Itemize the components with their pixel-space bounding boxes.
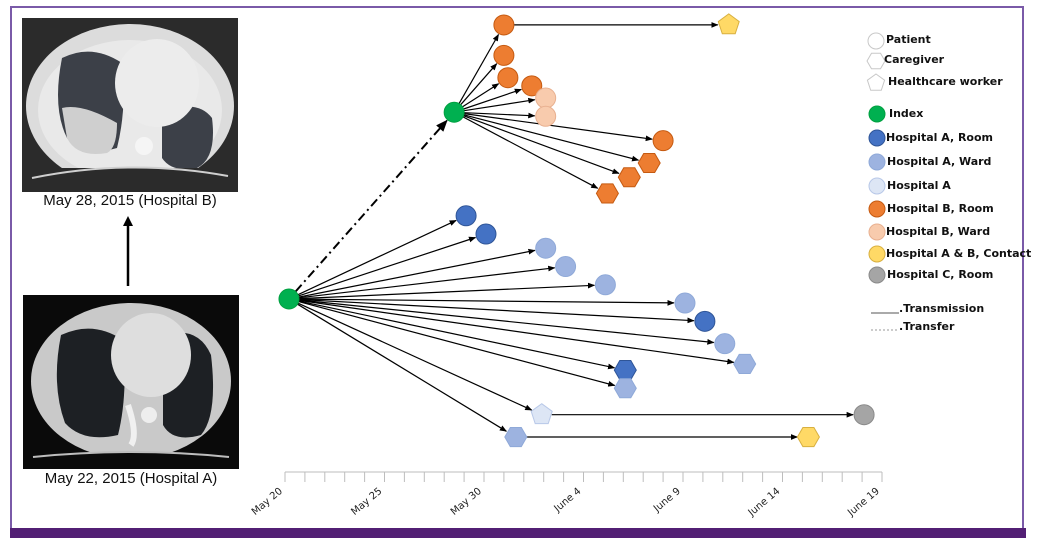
legend-ab-contact-icon [868, 245, 886, 263]
transmission-edge [460, 63, 498, 106]
transmission-edge [462, 83, 500, 108]
node-b-ward-circle [535, 87, 557, 109]
node-ab-contact-pentagon [717, 13, 740, 35]
legend-label-hospital-c-room: Hospital C, Room [887, 268, 994, 281]
transmission-edge [463, 114, 640, 162]
ct-image-hospital-b [22, 18, 238, 192]
ct-caption-hospital-a: May 22, 2015 (Hospital A) [44, 470, 218, 487]
legend-pentagon-icon [866, 73, 886, 91]
legend-label-caregiver: Caregiver [884, 53, 945, 66]
progression-arrow [123, 216, 133, 286]
node-a-ward-hexagon [733, 353, 757, 374]
figure-frame [10, 6, 1024, 528]
node-a-ward-circle [535, 237, 557, 259]
node-b-room-hexagon [617, 167, 641, 188]
legend-a-ward-icon [868, 153, 886, 171]
transmission-edge [298, 248, 536, 298]
legend-b-ward-icon [868, 223, 886, 241]
legend-index-icon [868, 105, 886, 123]
legend-label-hospital-ab-contact: Hospital A & B, Contact [886, 247, 1032, 260]
transmission-edge [298, 265, 556, 299]
transmission-edge [298, 298, 675, 306]
transmission-edge [298, 282, 596, 300]
node-a-ward-circle [555, 256, 577, 278]
node-a-ward-circle [674, 292, 696, 314]
node-a-pentagon [530, 403, 553, 425]
transmission-edge [464, 112, 536, 119]
axis-tick-label: June 19 [845, 486, 882, 519]
node-c-room-circle [853, 404, 875, 426]
axis-tick-label: June 14 [746, 486, 783, 519]
node-ab-contact-hexagon [796, 427, 820, 448]
transmission-edge [463, 115, 620, 174]
transmission-edge [297, 302, 533, 411]
node-b-room-circle [652, 130, 674, 152]
transmission-edge [298, 299, 735, 365]
node-b-room-circle [493, 14, 515, 36]
node-b-room-circle [497, 67, 519, 89]
legend-label-index: Index [889, 107, 924, 120]
transfer-edge [294, 119, 448, 293]
legend-circle-icon [867, 32, 885, 50]
transmission-edge [464, 113, 653, 142]
legend-hexagon-icon [866, 52, 886, 70]
legend-label-transmission: .Transmission [899, 302, 985, 315]
transmission-edge [463, 97, 536, 112]
transmission-edge [297, 219, 457, 296]
node-b-room-circle [521, 75, 543, 97]
legend-label-hospital-a-ward: Hospital A, Ward [887, 155, 992, 168]
transmission-edge [298, 301, 616, 387]
legend-label-hospital-b-room: Hospital B, Room [887, 202, 994, 215]
transmission-edge [298, 236, 477, 297]
node-b-room-hexagon [595, 183, 619, 204]
axis-tick-label: June 4 [552, 486, 584, 515]
node-index-circle [278, 288, 300, 310]
legend-label-hospital-b-ward: Hospital B, Ward [886, 225, 991, 238]
legend-label-hospital-a-room: Hospital A, Room [886, 131, 994, 144]
legend-label-transfer: .Transfer [899, 320, 955, 333]
node-a-room-circle [475, 223, 497, 245]
legend-label-healthcare-worker: Healthcare worker [888, 75, 1003, 88]
node-b-room-circle [493, 44, 515, 66]
legend-b-room-icon [868, 200, 886, 218]
axis-tick-label: May 30 [449, 486, 484, 518]
node-b-ward-circle [535, 105, 557, 127]
transmission-edge [458, 33, 500, 104]
transmission-edge [297, 303, 508, 432]
transmission-edge [298, 298, 695, 324]
legend-a-icon [868, 177, 886, 195]
axis-tick-label: May 20 [250, 486, 285, 518]
ct-image-hospital-a [23, 295, 239, 469]
node-a-ward-circle [594, 274, 616, 296]
axis-tick-label: June 9 [651, 486, 683, 515]
transmission-edge [462, 116, 599, 189]
bottom-bar [10, 528, 1026, 538]
legend-label-patient: Patient [886, 33, 931, 46]
node-index-circle [443, 101, 465, 123]
legend-a-room-icon [868, 129, 886, 147]
transmission-edge [463, 88, 522, 110]
node-b-room-hexagon [637, 153, 661, 173]
node-a-ward-circle [714, 333, 736, 355]
transmission-edge [298, 299, 715, 345]
node-a-room-circle [455, 205, 477, 227]
node-a-room-circle [694, 310, 716, 332]
node-a-ward-hexagon [504, 427, 528, 448]
transmission-edge [298, 300, 616, 370]
legend-c-room-icon [868, 266, 886, 284]
axis-tick-label: May 25 [349, 486, 384, 518]
node-a-ward-hexagon [613, 378, 637, 399]
ct-caption-hospital-b: May 28, 2015 (Hospital B) [43, 192, 217, 209]
node-a-room-hexagon [613, 360, 637, 381]
legend-label-hospital-a: Hospital A [887, 179, 951, 192]
